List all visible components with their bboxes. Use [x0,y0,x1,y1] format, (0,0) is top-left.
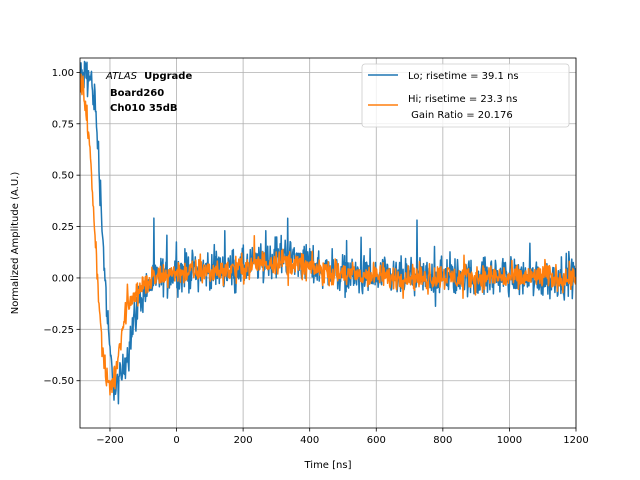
series-layer [80,60,576,405]
channel-label: Ch010 35dB [110,103,178,114]
x-tick-label: 1200 [563,435,588,446]
y-axis: −0.50 −0.25 0.00 0.25 0.50 0.75 1.00 [43,68,80,387]
x-axis-label: Time [ns] [303,460,351,471]
svg-text:ATLAS Upgrade: ATLAS Upgrade [105,71,192,82]
y-tick-label: 0.75 [52,119,74,130]
y-tick-label: 0.00 [52,273,74,284]
y-tick-label: 0.50 [52,171,74,182]
upgrade-label: Upgrade [144,71,192,82]
y-axis-label: Normalized Amplitude (A.U.) [10,172,21,315]
series-hi-line [80,73,576,396]
x-tick-label: 200 [234,435,253,446]
x-tick-label: 400 [300,435,319,446]
board-label: Board260 [110,88,164,99]
x-tick-label: 600 [367,435,386,446]
x-tick-label: 800 [433,435,452,446]
legend-label-hi: Hi; risetime = 23.3 ns [408,94,517,105]
y-tick-label: −0.50 [43,376,74,387]
legend-box [361,63,570,128]
y-tick-label: 1.00 [52,68,74,79]
x-axis: −200 0 200 400 600 800 1000 1200 [96,428,589,446]
x-tick-label: 0 [173,435,179,446]
atlas-annotation: ATLAS Upgrade Board260 Ch010 35dB [105,71,192,114]
y-tick-label: −0.25 [43,325,74,336]
plot-frame [79,57,577,429]
legend-label-lo: Lo; risetime = 39.1 ns [408,71,519,82]
legend-label-gain: Gain Ratio = 20.176 [408,110,513,121]
legend: Lo; risetime = 39.1 ns Hi; risetime = 23… [361,63,570,128]
x-tick-label: 1000 [497,435,522,446]
atlas-label: ATLAS [105,71,138,82]
y-tick-label: 0.25 [52,222,74,233]
x-tick-label: −200 [96,435,123,446]
